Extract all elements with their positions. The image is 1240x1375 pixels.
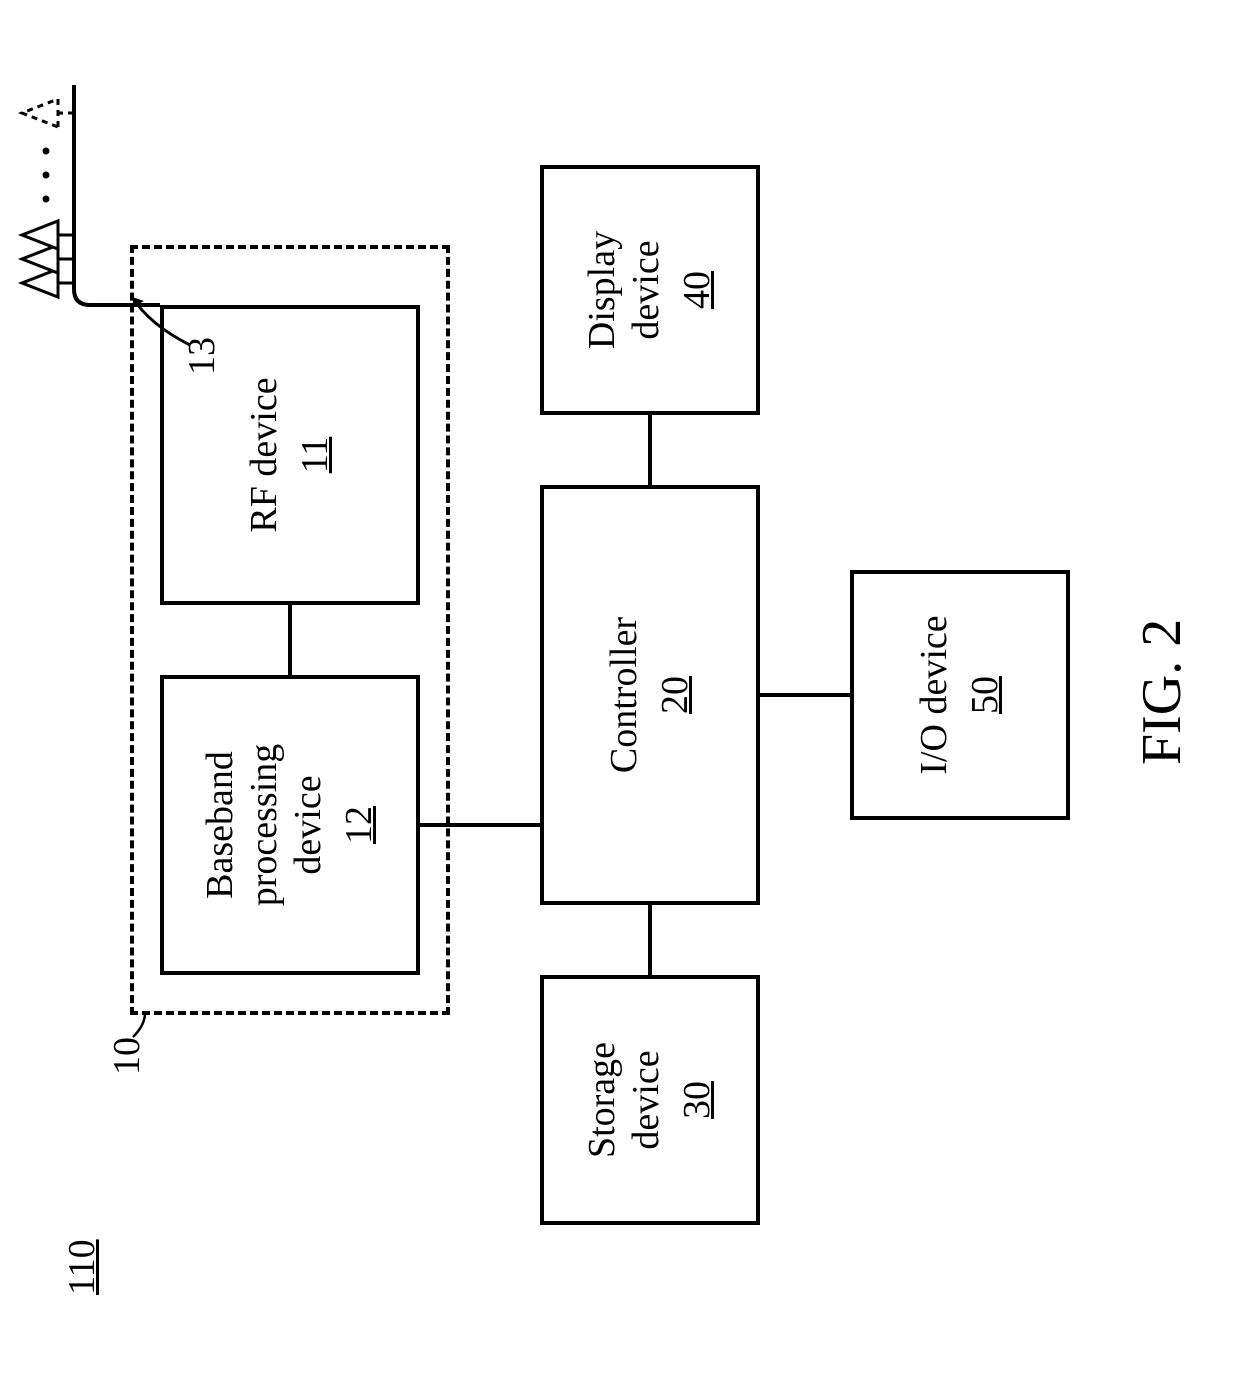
conn-storage-controller: [648, 905, 652, 975]
display-block: Displaydevice 40: [540, 165, 760, 415]
figure-root: 110 10 Basebandprocessingdevice 12 RF de…: [0, 0, 1240, 1375]
rf-ref: 11: [293, 437, 337, 474]
controller-block: Controller 20: [540, 485, 760, 905]
rf-label: RF device: [243, 377, 287, 532]
device-ref: 110: [60, 1239, 104, 1295]
conn-baseband-controller: [420, 823, 540, 827]
controller-label: Controller: [603, 617, 647, 773]
conn-baseband-rf: [288, 605, 292, 675]
conn-controller-display: [648, 415, 652, 485]
display-ref: 40: [675, 271, 719, 309]
baseband-label-text: Basebandprocessingdevice: [199, 744, 328, 907]
controller-ref: 20: [653, 676, 697, 714]
diagram-canvas: 110 10 Basebandprocessingdevice 12 RF de…: [0, 0, 1240, 1375]
baseband-ref: 12: [337, 806, 381, 844]
baseband-block: Basebandprocessingdevice 12: [160, 675, 420, 975]
baseband-label: Basebandprocessingdevice: [199, 744, 330, 907]
io-label: I/O device: [913, 615, 957, 774]
display-label-text: Displaydevice: [581, 231, 667, 349]
conn-controller-io: [760, 693, 850, 697]
ref-10-leader: [105, 995, 155, 1075]
display-label: Displaydevice: [581, 231, 668, 349]
storage-block: Storagedevice 30: [540, 975, 760, 1225]
io-block: I/O device 50: [850, 570, 1070, 820]
ref-13-leader: [120, 255, 210, 375]
io-ref: 50: [963, 676, 1007, 714]
storage-ref: 30: [675, 1081, 719, 1119]
storage-label: Storagedevice: [581, 1042, 668, 1158]
storage-label-text: Storagedevice: [581, 1042, 667, 1158]
figure-caption: FIG. 2: [1130, 619, 1194, 765]
